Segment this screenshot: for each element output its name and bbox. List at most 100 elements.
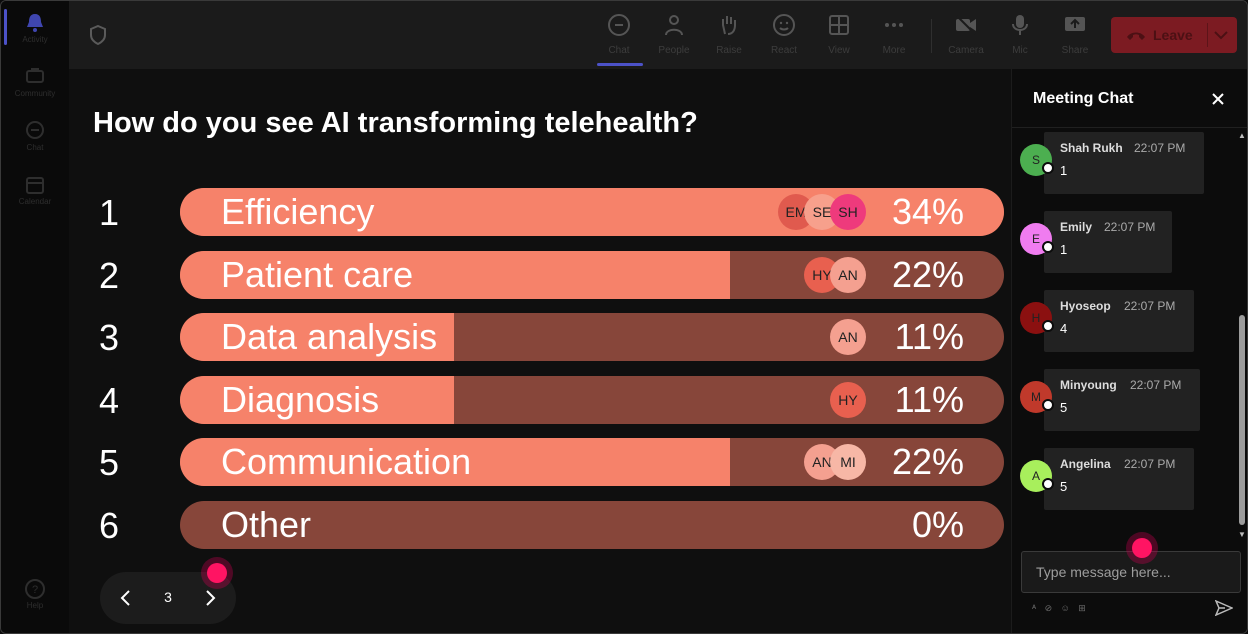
message-timestamp: 22:07 PM bbox=[1124, 457, 1176, 471]
send-icon[interactable] bbox=[1215, 600, 1233, 616]
rail-item-chat[interactable]: Chat bbox=[1, 121, 69, 171]
poll-option-row: 2 Patient care 22% HY AN bbox=[69, 250, 1011, 299]
more-icon bbox=[885, 23, 903, 27]
scroll-up-arrow[interactable]: ▲ bbox=[1238, 131, 1246, 140]
chat-scrollbar-thumb[interactable] bbox=[1239, 315, 1245, 525]
shield-icon[interactable] bbox=[89, 25, 107, 45]
message-text: 1 bbox=[1060, 242, 1068, 257]
option-bar-fill bbox=[180, 438, 730, 486]
chat-message: A Angelina 22:07 PM 5 bbox=[1020, 448, 1194, 510]
raise-hand-button[interactable]: Raise bbox=[704, 11, 754, 61]
grid-icon bbox=[829, 15, 849, 35]
option-label: Patient care bbox=[221, 253, 414, 295]
people-button-label: People bbox=[658, 45, 690, 56]
poll-option-row: 6 Other 0% bbox=[69, 500, 1011, 549]
sender-name: Shah Rukh bbox=[1060, 141, 1123, 155]
option-label: Communication bbox=[221, 441, 472, 482]
option-bar: Patient care 22% HY AN bbox=[180, 250, 1004, 299]
option-bar-fill bbox=[180, 250, 730, 299]
chevron-right-icon[interactable] bbox=[202, 588, 218, 608]
option-percent: 22% bbox=[891, 253, 964, 295]
sender-name: Hyoseop bbox=[1060, 299, 1111, 313]
message-text: 4 bbox=[1060, 321, 1068, 336]
rail-item-community[interactable]: Community bbox=[1, 67, 69, 117]
help-icon: ? bbox=[25, 579, 45, 599]
react-button[interactable]: React bbox=[759, 11, 809, 61]
mic-button-label: Mic bbox=[1012, 45, 1028, 56]
voter-avatar: AN bbox=[830, 256, 866, 293]
avatar[interactable]: S bbox=[1020, 144, 1052, 176]
more-button-label: More bbox=[882, 45, 906, 56]
svg-text:?: ? bbox=[32, 584, 38, 596]
share-button-label: Share bbox=[1061, 45, 1089, 56]
format-toolbar[interactable]: ᴬ ⊘ ☺ ⊞ bbox=[1032, 603, 1089, 613]
poll-option-row: 5 Communication 22% AN MI bbox=[69, 438, 1011, 486]
chat-divider bbox=[1012, 127, 1247, 128]
chevron-left-icon[interactable] bbox=[118, 588, 134, 608]
chat-message-input[interactable] bbox=[1021, 551, 1241, 593]
message-text: 1 bbox=[1060, 163, 1068, 178]
leave-label: Leave bbox=[1153, 27, 1193, 43]
chat-panel-title: Meeting Chat bbox=[1033, 90, 1134, 107]
option-percent: 0% bbox=[911, 503, 964, 545]
option-percent: 34% bbox=[891, 191, 964, 232]
rail-label: Activity bbox=[22, 35, 48, 44]
option-bar-fill bbox=[180, 188, 1004, 236]
view-button[interactable]: View bbox=[814, 11, 864, 61]
option-number: 4 bbox=[99, 379, 120, 421]
option-label: Other bbox=[221, 503, 312, 545]
option-bar: Other 0% bbox=[180, 500, 1004, 549]
rail-label: Community bbox=[14, 89, 56, 98]
rail-active-indicator bbox=[4, 9, 7, 45]
poll-question: How do you see AI transforming telehealt… bbox=[93, 107, 698, 139]
click-indicator bbox=[201, 557, 233, 589]
chat-message: E Emily 22:07 PM 1 bbox=[1020, 211, 1172, 273]
close-icon[interactable] bbox=[1210, 91, 1226, 107]
message-text: 5 bbox=[1060, 400, 1068, 415]
option-bar: Diagnosis 11% HY bbox=[180, 375, 1004, 424]
rail-label: Calendar bbox=[18, 197, 52, 206]
presence-status-icon bbox=[1042, 162, 1054, 174]
rail-item-calendar[interactable]: Calendar bbox=[1, 175, 69, 225]
poll-option-row: 4 Diagnosis 11% HY bbox=[69, 375, 1011, 424]
chat-icon bbox=[26, 121, 44, 139]
option-number: 2 bbox=[99, 254, 120, 296]
page-number: 3 bbox=[164, 589, 172, 605]
chat-button[interactable]: Chat bbox=[594, 11, 644, 61]
chevron-down-icon[interactable] bbox=[1211, 27, 1231, 43]
option-bar-fill bbox=[180, 375, 455, 424]
leave-button[interactable]: Leave bbox=[1111, 17, 1207, 53]
meeting-chat-panel: Meeting Chat S Shah Rukh 22:07 PM 1 E Emily 22… bbox=[1011, 69, 1247, 633]
scroll-down-arrow[interactable]: ▼ bbox=[1238, 530, 1246, 539]
presence-status-icon bbox=[1042, 320, 1054, 332]
rail-item-activity[interactable]: Activity bbox=[1, 13, 69, 63]
chat-icon bbox=[608, 14, 630, 36]
share-button[interactable]: Share bbox=[1050, 11, 1100, 61]
mic-button[interactable]: Mic bbox=[995, 11, 1045, 61]
camera-off-icon bbox=[956, 15, 976, 35]
option-number: 3 bbox=[99, 317, 120, 358]
message-timestamp: 22:07 PM bbox=[1124, 299, 1176, 313]
option-label: Diagnosis bbox=[221, 378, 380, 420]
option-number: 5 bbox=[99, 442, 120, 483]
people-icon bbox=[665, 15, 683, 36]
rail-item-help[interactable]: ? Help bbox=[1, 579, 69, 629]
chat-button-label: Chat bbox=[608, 45, 630, 56]
option-number: 6 bbox=[99, 504, 120, 546]
community-icon bbox=[26, 68, 44, 83]
rail-label: Chat bbox=[26, 143, 44, 152]
chat-message: S Shah Rukh 22:07 PM 1 bbox=[1020, 132, 1204, 194]
active-tab-indicator bbox=[597, 63, 643, 66]
more-button[interactable]: More bbox=[869, 11, 919, 61]
leave-button-group: Leave bbox=[1111, 17, 1237, 53]
camera-button[interactable]: Camera bbox=[941, 11, 991, 61]
people-button[interactable]: People bbox=[649, 11, 699, 61]
raise-button-label: Raise bbox=[716, 45, 742, 56]
option-bar: Data analysis 11% AN bbox=[180, 313, 1004, 361]
presence-status-icon bbox=[1042, 399, 1054, 411]
poll-option-row: 1 Efficiency 34% EM SE SH bbox=[69, 188, 1011, 236]
voter-avatar: MI bbox=[830, 444, 866, 480]
chat-message: H Hyoseop 22:07 PM 4 bbox=[1020, 290, 1194, 352]
toolbar-divider bbox=[931, 19, 932, 53]
